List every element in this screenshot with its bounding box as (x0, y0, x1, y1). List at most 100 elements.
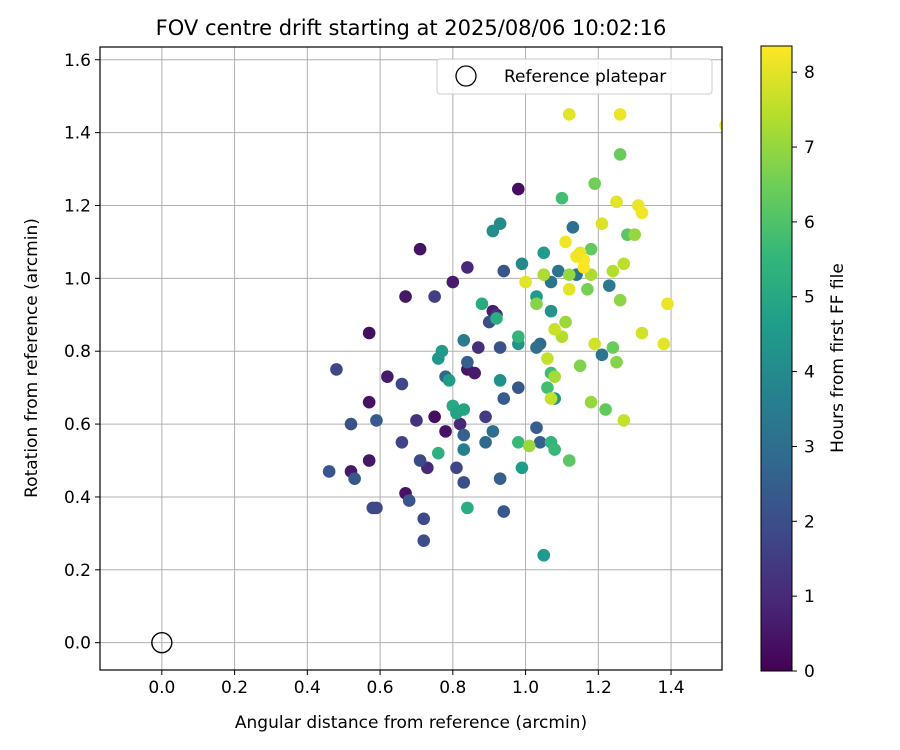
scatter-point (446, 275, 460, 289)
colorbar-tick-label: 3 (804, 437, 815, 457)
legend-entry-reference-platepar: Reference platepar (504, 67, 666, 87)
y-tick-label: 0.6 (64, 415, 91, 435)
scatter-point (566, 221, 580, 234)
scatter-point (457, 476, 471, 489)
scatter-point (519, 275, 532, 289)
scatter-point (475, 297, 489, 311)
colorbar-tick-label: 1 (804, 587, 815, 607)
scatter-point (461, 501, 474, 515)
scatter-point (410, 414, 423, 427)
scatter-point (573, 359, 587, 373)
scatter-point (486, 224, 500, 238)
scatter-point (544, 392, 558, 405)
scatter-point (548, 323, 561, 336)
colorbar-tick-label: 5 (804, 288, 815, 308)
legend-marker-open-circle (455, 65, 477, 87)
reference-marker-group (151, 631, 173, 654)
scatter-point (537, 268, 551, 282)
scatter-point (512, 381, 525, 394)
scatter-point (610, 195, 623, 209)
colorbar-tick-label: 6 (804, 213, 815, 233)
scatter-point (548, 370, 561, 384)
scatter-point (512, 182, 525, 196)
scatter-point (562, 454, 576, 467)
scatter-point (457, 333, 471, 347)
x-tick-label: 0.6 (367, 678, 394, 698)
colorbar-ticks: 0 1 2 3 4 5 6 7 8 (792, 63, 815, 682)
x-axis-label: Angular distance from reference (arcmin) (235, 713, 587, 733)
colorbar-tick-label: 2 (804, 512, 815, 532)
scatter-point (537, 246, 551, 260)
scatter-point (512, 330, 525, 343)
scatter-point (570, 250, 583, 263)
y-tick-label: 1.6 (64, 51, 91, 71)
scatter-point (588, 177, 601, 190)
colorbar-label: Hours from first FF file (828, 263, 848, 453)
x-tick-label: 0.4 (294, 678, 321, 698)
scatter-point (544, 304, 558, 318)
x-axis-ticks: 0.0 0.2 0.4 0.6 0.8 1.0 1.2 1.4 (148, 670, 685, 698)
scatter-point (537, 548, 551, 562)
y-tick-label: 0.4 (64, 488, 91, 508)
x-grid-lines (161, 47, 672, 670)
scatter-point (457, 443, 471, 456)
scatter-point (344, 417, 358, 431)
scatter-point (461, 355, 474, 369)
scatter-point (453, 417, 467, 431)
scatter-point (635, 326, 649, 340)
data-points (322, 108, 722, 562)
colorbar-tick-label: 0 (804, 662, 815, 682)
scatter-point (606, 264, 620, 278)
x-tick-label: 0.8 (439, 678, 466, 698)
x-tick-label: 1.4 (658, 678, 685, 698)
scatter-point (522, 439, 536, 453)
reference-marker (151, 631, 173, 654)
scatter-point (479, 435, 492, 449)
scatter-point (486, 425, 500, 438)
scatter-point (595, 217, 609, 230)
scatter-point (588, 337, 601, 351)
scatter-point (562, 108, 576, 121)
y-axis-label: Rotation from reference (arcmin) (22, 218, 42, 498)
scatter-point (493, 472, 507, 486)
scatter-point (533, 435, 547, 449)
scatter-point (348, 472, 361, 486)
scatter-point (613, 148, 627, 161)
scatter-point (530, 421, 543, 435)
scatter-point (530, 341, 543, 354)
scatter-point (555, 191, 569, 205)
scatter-point (395, 435, 409, 449)
scatter-point (548, 443, 561, 456)
y-tick-label: 1.2 (64, 196, 91, 216)
chart-title: FOV centre drift starting at 2025/08/06 … (156, 16, 667, 40)
scatter-point (457, 428, 471, 442)
scatter-point (417, 534, 431, 547)
scatter-point (417, 512, 431, 526)
y-tick-label: 0.8 (64, 342, 91, 362)
y-tick-label: 1.0 (64, 269, 91, 289)
scatter-point (512, 435, 525, 449)
scatter-point (559, 315, 572, 329)
scatter-point (362, 395, 376, 409)
scatter-point (362, 326, 376, 340)
y-tick-label: 0.2 (64, 561, 91, 581)
scatter-point (497, 264, 511, 278)
scatter-point (366, 501, 380, 515)
x-tick-label: 1.2 (585, 678, 612, 698)
scatter-point (490, 312, 503, 325)
scatter-point (515, 257, 529, 271)
scatter-point (431, 446, 445, 460)
scatter-point (595, 348, 609, 362)
scatter-point (661, 297, 674, 311)
scatter-point (562, 282, 576, 296)
scatter-point (395, 377, 409, 391)
scatter-point (471, 341, 485, 354)
scatter-point (402, 494, 416, 507)
scatter-point (413, 242, 427, 256)
scatter-point (657, 337, 671, 351)
x-tick-label: 0.0 (148, 678, 175, 698)
scatter-point (322, 465, 336, 478)
x-tick-label: 1.0 (512, 678, 539, 698)
scatter-point (606, 341, 620, 354)
scatter-point (442, 374, 456, 387)
